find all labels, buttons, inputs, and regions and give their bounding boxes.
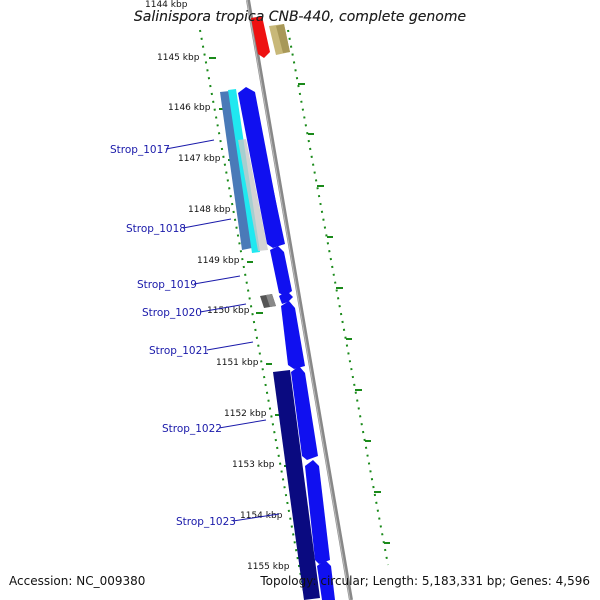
tick-label-1151: 1151 kbp [216, 358, 259, 368]
gene-label-strop-1023: Strop_1023 [176, 516, 236, 528]
cds-strop-1023 [305, 460, 330, 564]
map-title-overlay: Salinispora tropica CNB-440, complete ge… [133, 9, 467, 25]
cds-strop-1019 [270, 246, 292, 296]
cds-tail [317, 560, 335, 600]
gene-label-strop-1022: Strop_1022 [162, 423, 222, 435]
accession-label: Accession: NC_009380 [9, 574, 146, 588]
genome-summary: Topology: circular; Length: 5,183,331 bp… [260, 574, 590, 588]
tick-label-top-cut: 1144 kbp [145, 0, 188, 10]
map-title: Salinispora tropica CNB-440, complete ge… [133, 9, 467, 25]
tick-label-1146: 1146 kbp [168, 103, 211, 113]
gene-label-strop-1019: Strop_1019 [137, 279, 197, 291]
feature-red [251, 16, 270, 58]
tick-label-1150: 1150 kbp [207, 306, 250, 316]
cds-strop-1018 [258, 176, 285, 247]
backbone [246, 0, 353, 600]
feature-grey-small-edge [266, 294, 276, 307]
tick-label-1149: 1149 kbp [197, 256, 240, 266]
tick-label-1155: 1155 kbp [247, 562, 290, 572]
outer-tick-ring [287, 29, 389, 566]
cds-strop-1022-dark [273, 370, 320, 600]
feature-steel [220, 91, 252, 250]
feature-khaki-shade [276, 24, 290, 53]
backbone-highlight [246, 0, 351, 600]
tick-label-1147: 1147 kbp [178, 154, 221, 164]
gene-label-strop-1017: Strop_1017 [110, 144, 170, 156]
outer-major-ticks [298, 83, 390, 544]
gene-label-strop-1020: Strop_1020 [142, 307, 202, 319]
inner-tick-ruler [199, 29, 306, 599]
feature-grey-band [238, 139, 268, 251]
tick-label-1145: 1145 kbp [157, 53, 200, 63]
tick-label-1154: 1154 kbp [240, 511, 283, 521]
tick-label-1148: 1148 kbp [188, 205, 231, 215]
cds-strop-1022 [291, 366, 318, 460]
gene-leader-lines [165, 139, 280, 522]
tick-label-1152: 1152 kbp [224, 409, 267, 419]
cds-strop-1021 [281, 301, 305, 369]
tick-label-1153: 1153 kbp [232, 460, 275, 470]
cds-strop-1020 [279, 291, 293, 304]
gene-label-strop-1021: Strop_1021 [149, 345, 209, 357]
gene-label-strop-1018: Strop_1018 [126, 223, 186, 235]
